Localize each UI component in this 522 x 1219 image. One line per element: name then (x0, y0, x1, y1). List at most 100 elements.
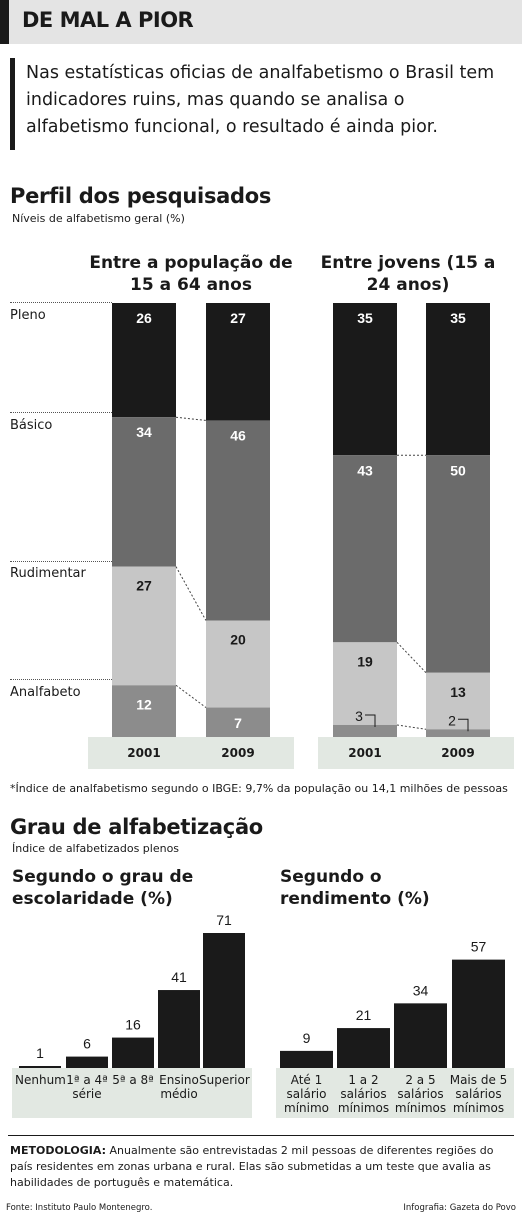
intro-accent-rule (10, 58, 15, 150)
footnote: *Índice de analfabetismo segundo o IBGE:… (10, 782, 508, 795)
bar-youth-2009-basico (426, 455, 490, 673)
category-label-edu-3: Ensino médio (159, 1073, 199, 1101)
value-label-pop-2001-rudimentar: 27 (136, 578, 152, 594)
stacked-group-youth: 35 43 19 3 35 50 13 2 (333, 303, 490, 738)
connector-youth-basico (396, 641, 427, 674)
bar-inc-3 (452, 959, 505, 1068)
bar-youth-2009-pleno (426, 303, 490, 456)
year-label-pop-2009: 2009 (221, 746, 255, 760)
year-label-youth-2001: 2001 (348, 746, 382, 760)
bar-inc-0 (280, 1050, 333, 1068)
connector-youth-rudimentar (396, 724, 427, 730)
bar-pop-2009-pleno (206, 303, 270, 421)
value-label-edu-1: 6 (83, 1036, 91, 1052)
bar-inc-1 (337, 1028, 390, 1068)
value-label-youth-2001-analfabeto: 3 (355, 708, 363, 724)
value-label-pop-2009-pleno: 27 (230, 310, 246, 326)
bar-pop-2009-rudimentar (206, 620, 270, 708)
value-label-pop-2009-basico: 46 (230, 427, 246, 443)
header-accent-bar (0, 0, 9, 44)
group2-title: Entre jovens (15 a 24 anos) (320, 253, 496, 295)
bar-edu-3 (158, 990, 200, 1068)
year-label-youth-2009: 2009 (441, 746, 475, 760)
category-box-rendimento (276, 1068, 514, 1118)
year-box-population (88, 737, 294, 769)
value-label-pop-2001-pleno: 26 (136, 310, 152, 326)
category-label-edu-1: 1ª a 4ª série (66, 1073, 108, 1101)
bar-edu-0 (19, 1066, 61, 1068)
level-label-analfabeto: Analfabeto (10, 685, 81, 700)
value-label-youth-2001-rudimentar: 19 (357, 653, 373, 669)
credit: Infografia: Gazeta do Povo (403, 1203, 516, 1213)
bar-pop-2001-basico (112, 417, 176, 567)
value-label-youth-2009-pleno: 35 (450, 310, 466, 326)
level-divider-rudimentar (10, 561, 112, 562)
category-label-inc-2: 2 a 5 salários mínimos (394, 1073, 447, 1115)
year-box-youth (318, 737, 514, 769)
profile-subtitle: Níveis de alfabetismo geral (%) (12, 212, 185, 225)
bar-pop-2009-analfabeto (206, 707, 270, 738)
category-label-edu-0: Nenhum (15, 1073, 66, 1087)
header-band (0, 0, 522, 44)
value-label-inc-0: 9 (303, 1030, 311, 1046)
page-title: DE MAL A PIOR (22, 8, 194, 32)
value-label-pop-2009-analfabeto: 7 (234, 715, 242, 731)
category-label-inc-3: Mais de 5 salários mínimos (449, 1073, 508, 1115)
profile-title: Perfil dos pesquisados (10, 184, 272, 208)
category-label-inc-1: 1 a 2 salários mínimos (337, 1073, 390, 1115)
methodology-rule (8, 1135, 514, 1136)
level-label-rudimentar: Rudimentar (10, 566, 86, 581)
stacked-group-population: 26 34 27 12 27 46 20 7 (112, 303, 270, 738)
bar-youth-2001-basico (333, 455, 397, 643)
bar-youth-2001-pleno (333, 303, 397, 456)
callout-youth-2009 (458, 718, 469, 732)
rendimento-bars: 9 21 34 57 (280, 939, 505, 1068)
group1-title: Entre a população de 15 a 64 anos (89, 253, 293, 295)
bar-youth-2001-rudimentar (333, 642, 397, 725)
methodology: METODOLOGIA: Anualmente são entrevistada… (10, 1143, 514, 1191)
level-divider-pleno (10, 302, 112, 303)
level-divider-basico (10, 412, 112, 413)
value-label-pop-2001-analfabeto: 12 (136, 696, 152, 712)
category-label-edu-2: 5ª a 8ª (112, 1073, 154, 1087)
bar-youth-2001-analfabeto (333, 724, 397, 738)
value-label-pop-2001-basico: 34 (136, 424, 152, 440)
value-label-inc-2: 34 (413, 982, 429, 998)
category-box-escolaridade (12, 1068, 252, 1118)
profile-stacked-chart: 26 34 27 12 27 46 20 7 35 43 19 3 35 50 13 2 (112, 303, 490, 738)
value-label-edu-3: 41 (171, 969, 187, 985)
value-label-youth-2009-analfabeto: 2 (448, 712, 456, 728)
value-label-youth-2001-basico: 43 (357, 462, 373, 478)
bar-youth-2009-rudimentar (426, 672, 490, 730)
level-label-pleno: Pleno (10, 308, 46, 323)
methodology-text: Anualmente são entrevistadas 2 mil pesso… (10, 1144, 494, 1189)
category-label-edu-4: Superior (199, 1073, 250, 1087)
value-label-youth-2009-basico: 50 (450, 462, 466, 478)
bar-inc-2 (394, 1003, 447, 1068)
bar-edu-4 (203, 933, 245, 1068)
value-label-edu-4: 71 (216, 912, 232, 928)
value-label-youth-2009-rudimentar: 13 (450, 684, 466, 700)
connector-pop-basico (175, 566, 207, 621)
value-label-youth-2001-pleno: 35 (357, 310, 373, 326)
bar-pop-2001-rudimentar (112, 566, 176, 686)
bar-pop-2009-basico (206, 420, 270, 621)
bar-youth-2009-analfabeto (426, 729, 490, 738)
value-label-edu-2: 16 (125, 1017, 141, 1033)
callout-youth-2001 (365, 714, 376, 727)
connector-pop-rudimentar (175, 684, 207, 708)
bar-edu-2 (112, 1037, 154, 1068)
value-label-edu-0: 1 (36, 1045, 44, 1061)
bar-pop-2001-pleno (112, 303, 176, 418)
methodology-label: METODOLOGIA: (10, 1144, 107, 1157)
year-label-pop-2001: 2001 (127, 746, 161, 760)
bar-pop-2001-analfabeto (112, 685, 176, 738)
escolaridade-title: Segundo o grau de escolaridade (%) (12, 867, 194, 909)
level-divider-analfabeto (10, 679, 112, 680)
rendimento-title: Segundo o rendimento (%) (280, 867, 430, 909)
connector-pop-pleno (175, 416, 207, 421)
value-label-inc-1: 21 (356, 1007, 372, 1023)
intro-text: Nas estatísticas oficias de analfabetism… (26, 63, 495, 137)
